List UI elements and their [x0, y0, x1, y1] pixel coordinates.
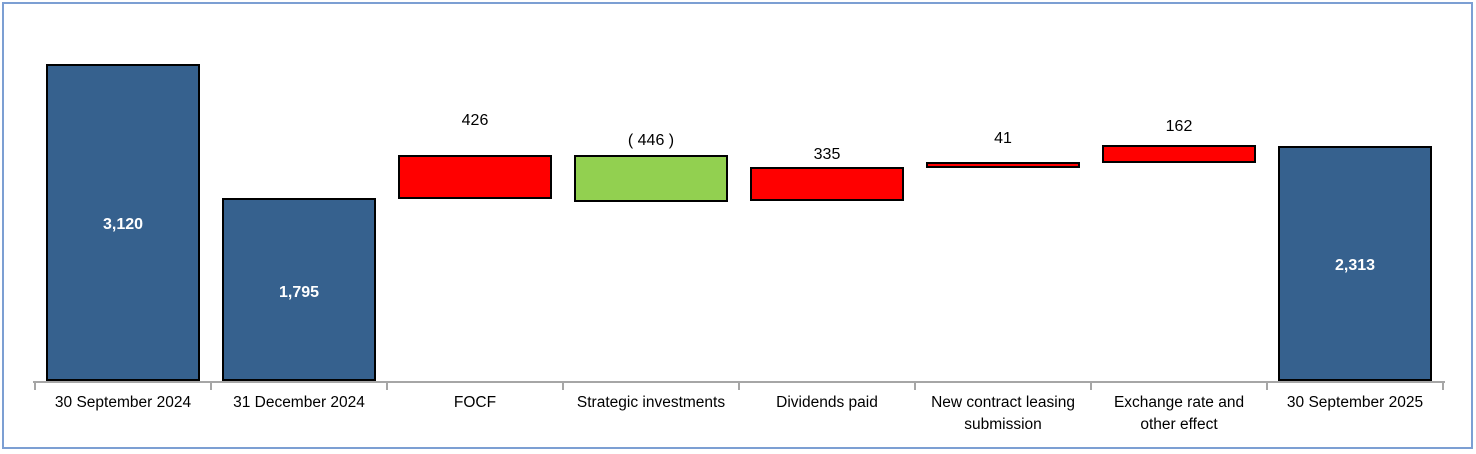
x-axis-tick [1090, 381, 1092, 390]
x-axis-tick [34, 381, 36, 390]
waterfall-bar-exchange-rate-and-other-effect [1102, 145, 1256, 163]
category-label-new-contract-leasing-submission: New contract leasing submission [931, 394, 1075, 433]
waterfall-bar-30-september-2024 [46, 64, 200, 381]
x-axis-tick [1442, 381, 1444, 390]
category-label-strategic-investments: Strategic investments [576, 394, 726, 411]
waterfall-bar-strategic-investments [574, 155, 728, 202]
value-label-strategic-investments: ( 446 ) [627, 132, 675, 149]
waterfall-bar-focf [398, 155, 552, 199]
x-axis-tick [1266, 381, 1268, 390]
x-axis-tick [914, 381, 916, 390]
value-label-30-september-2024: 3,120 [102, 216, 144, 233]
value-label-30-september-2025: 2,313 [1334, 257, 1376, 274]
waterfall-bar-new-contract-leasing-submission [926, 162, 1080, 168]
category-label-30-september-2025: 30 September 2025 [1286, 394, 1424, 411]
x-axis-tick [386, 381, 388, 390]
category-label-30-september-2024: 30 September 2024 [54, 394, 192, 411]
waterfall-bar-31-december-2024 [222, 198, 376, 381]
value-label-dividends-paid: 335 [813, 146, 841, 163]
value-label-exchange-rate-and-other-effect: 162 [1165, 118, 1193, 135]
category-label-dividends-paid: Dividends paid [776, 394, 878, 411]
x-axis-tick [210, 381, 212, 390]
value-label-focf: 426 [461, 112, 489, 129]
waterfall-bar-30-september-2025 [1278, 146, 1432, 381]
value-label-31-december-2024: 1,795 [278, 284, 320, 301]
waterfall-bar-dividends-paid [750, 167, 904, 201]
category-label-31-december-2024: 31 December 2024 [233, 394, 365, 411]
x-axis-tick [562, 381, 564, 390]
value-label-new-contract-leasing-submission: 41 [994, 130, 1012, 147]
category-label-exchange-rate-and-other-effect: Exchange rate and other effect [1113, 394, 1245, 433]
category-label-focf: FOCF [453, 394, 497, 411]
x-axis-tick [738, 381, 740, 390]
